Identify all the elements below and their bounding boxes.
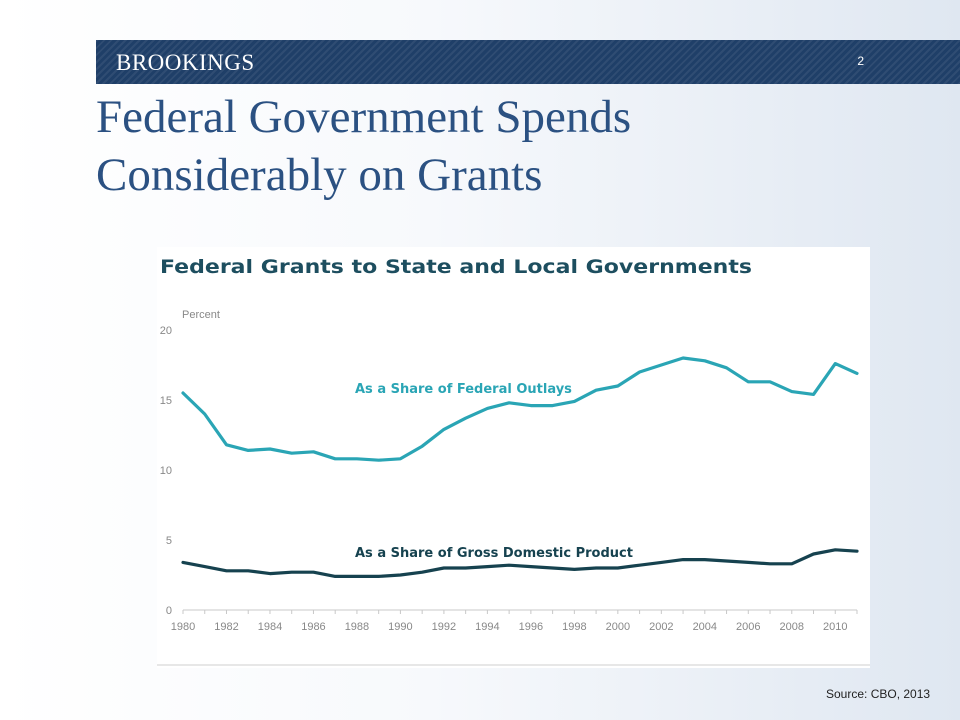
x-tick-label: 2000 bbox=[606, 621, 630, 633]
x-tick-label: 2002 bbox=[649, 621, 673, 633]
x-tick-label: 2008 bbox=[780, 621, 804, 633]
series-line-1 bbox=[181, 356, 859, 462]
y-tick-label: 5 bbox=[166, 535, 172, 547]
chart-panel: Federal Grants to State and Local Govern… bbox=[157, 247, 870, 668]
x-tick-label: 2010 bbox=[823, 621, 847, 633]
source-note: Source: CBO, 2013 bbox=[826, 687, 931, 701]
y-axis-label: Percent bbox=[182, 309, 220, 321]
series-line-2 bbox=[181, 548, 859, 578]
y-tick-label: 15 bbox=[160, 395, 172, 407]
brand-logo: BROOKINGS bbox=[116, 50, 255, 75]
y-tick-label: 0 bbox=[166, 605, 172, 617]
x-tick-label: 1992 bbox=[432, 621, 456, 633]
x-tick-label: 2006 bbox=[736, 621, 760, 633]
page-number: 2 bbox=[857, 54, 864, 68]
y-tick-label: 10 bbox=[160, 465, 172, 477]
x-tick-label: 1982 bbox=[214, 621, 238, 633]
series-label-2: As a Share of Gross Domestic Product bbox=[355, 546, 633, 561]
slide-title-line-2: Considerably on Grants bbox=[96, 149, 543, 201]
x-tick-label: 1984 bbox=[258, 621, 282, 633]
x-tick-label: 2004 bbox=[693, 621, 717, 633]
x-tick-label: 1980 bbox=[171, 621, 195, 633]
x-tick-label: 1998 bbox=[562, 621, 586, 633]
chart-title: Federal Grants to State and Local Govern… bbox=[160, 256, 752, 278]
line-chart: Federal Grants to State and Local Govern… bbox=[157, 256, 870, 666]
y-tick-label: 20 bbox=[160, 325, 172, 337]
series-label-1: As a Share of Federal Outlays bbox=[355, 382, 572, 397]
slide-title-line-1: Federal Government Spends bbox=[96, 91, 632, 143]
x-tick-label: 1996 bbox=[519, 621, 543, 633]
x-tick-label: 1994 bbox=[475, 621, 499, 633]
slide-title: Federal Government Spends Considerably o… bbox=[96, 88, 631, 204]
x-tick-label: 1988 bbox=[345, 621, 369, 633]
x-tick-label: 1986 bbox=[301, 621, 325, 633]
header-bar: BROOKINGS 2 bbox=[96, 40, 960, 84]
x-tick-label: 1990 bbox=[388, 621, 412, 633]
